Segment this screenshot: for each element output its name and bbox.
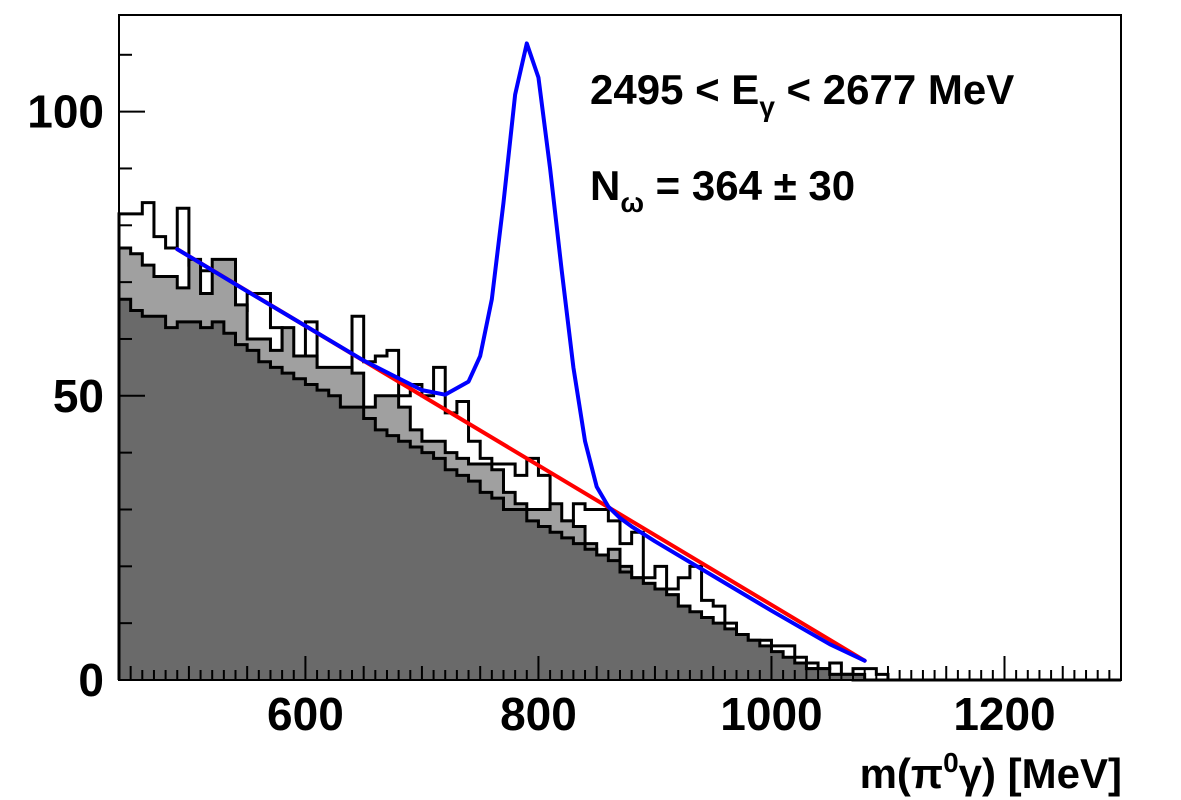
x-tick-label: 1200 — [953, 688, 1055, 740]
hist-bar — [375, 429, 388, 680]
hist-bar — [177, 321, 190, 680]
hist-bar — [480, 492, 493, 680]
hist-bar — [759, 645, 773, 680]
hist-bar — [398, 441, 411, 680]
yield-post: = 364 ± 30 — [644, 162, 855, 209]
hist-bar — [794, 662, 808, 680]
histogram-layer — [117, 201, 1121, 682]
hist-bar — [317, 390, 330, 680]
hist-bar — [620, 572, 633, 680]
y-tick-label: 100 — [27, 86, 104, 138]
hist-bar — [456, 475, 470, 680]
total-fit-curve — [175, 41, 867, 663]
hist-bar — [666, 594, 679, 680]
hist-bar — [596, 554, 609, 680]
hist-bar — [282, 373, 295, 680]
hist-bar — [410, 446, 423, 680]
hist-bar — [212, 321, 225, 680]
hist-bar — [736, 634, 749, 680]
hist-bar — [724, 628, 738, 680]
hist-bar — [526, 520, 540, 680]
hist-bar — [258, 361, 272, 680]
hist-bar — [340, 407, 353, 680]
hist-bar — [701, 617, 714, 680]
hist-bar — [853, 674, 866, 680]
hist-bar — [433, 458, 446, 680]
x-tick-label: 600 — [267, 688, 344, 740]
hist-bar — [188, 321, 202, 680]
hist-bar — [678, 606, 691, 680]
hist-bar — [235, 344, 248, 680]
hist-bar — [689, 611, 703, 680]
hist-bar — [829, 674, 842, 680]
hist-bar — [631, 577, 644, 680]
ticks-layer: 600 800 1000 1200 0 50 100 — [27, 53, 1122, 740]
y-tick-label: 0 — [78, 654, 104, 706]
hist-bar — [654, 589, 668, 680]
hist-bar — [608, 560, 621, 680]
hist-bar — [748, 640, 761, 680]
x-axis-title-sup: 0 — [943, 747, 959, 778]
hist-bar — [468, 481, 481, 680]
hist-bar — [130, 310, 143, 680]
hist-bar — [713, 623, 726, 680]
hist-bar — [561, 537, 574, 680]
hist-bar — [841, 674, 854, 680]
hist-bar — [491, 498, 505, 680]
hist-bar — [119, 299, 132, 680]
hist-bar — [247, 350, 260, 680]
hist-bar — [363, 418, 376, 680]
hist-bar — [200, 327, 213, 680]
y-tick-label: 50 — [53, 370, 104, 422]
energy-range-pre: 2495 < E — [590, 66, 759, 113]
hist-bar — [270, 367, 283, 680]
hist-bar — [328, 395, 341, 680]
series-filled-dark — [117, 297, 1121, 682]
hist-bar — [223, 333, 237, 680]
energy-range-post: < 2677 MeV — [775, 66, 1014, 113]
hist-bar — [538, 526, 551, 680]
hist-bar — [573, 543, 586, 680]
hist-bar — [352, 407, 365, 680]
hist-bar — [293, 378, 307, 680]
x-tick-label: 1000 — [720, 688, 822, 740]
hist-bar — [142, 316, 155, 680]
hist-bar — [165, 327, 178, 680]
hist-bar — [643, 583, 656, 680]
hist-bar — [445, 469, 458, 680]
hist-bar — [153, 316, 167, 680]
hist-bar — [503, 509, 516, 680]
hist-bar — [515, 509, 528, 680]
x-axis-title: m(π0γ) [MeV] — [860, 747, 1122, 797]
hist-bar — [585, 549, 598, 680]
yield-sub: ω — [620, 187, 644, 218]
hist-bar — [305, 384, 318, 680]
x-tick-label: 800 — [500, 688, 577, 740]
hist-bar — [783, 657, 796, 680]
x-axis-title-pre: m(π — [860, 750, 944, 797]
x-axis-title-post: γ) [MeV] — [959, 750, 1122, 797]
energy-range-annotation: 2495 < Eγ < 2677 MeV — [590, 66, 1014, 122]
yield-annotation: Nω = 364 ± 30 — [590, 162, 855, 218]
hist-bar — [421, 452, 435, 680]
hist-bar — [771, 651, 784, 680]
hist-bar — [386, 435, 400, 680]
hist-bar — [818, 668, 831, 680]
fit-layer — [175, 41, 867, 663]
hist-bar — [550, 532, 563, 680]
yield-pre: N — [590, 162, 620, 209]
hist-bar — [806, 668, 819, 680]
energy-range-sub: γ — [759, 91, 775, 122]
